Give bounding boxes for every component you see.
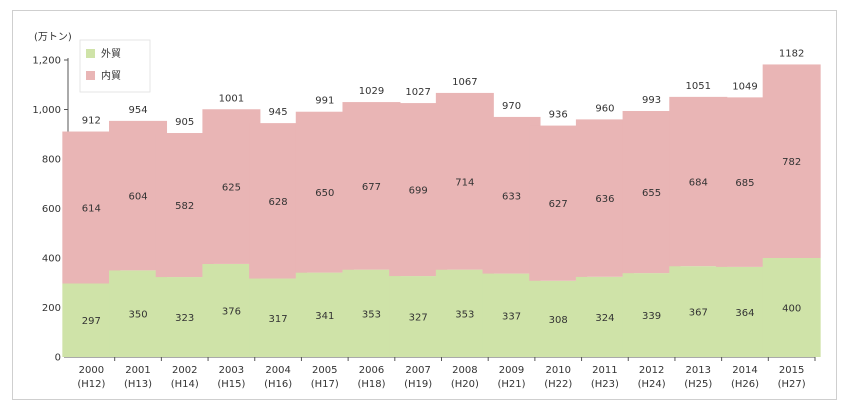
data-label-total: 905: [175, 117, 194, 128]
x-tick-label: 2009: [499, 365, 524, 376]
data-label-naibou: 677: [362, 182, 381, 193]
x-tick-sublabel: (H13): [124, 379, 152, 390]
data-label-total: 993: [642, 95, 661, 106]
y-tick-label: 800: [42, 155, 61, 166]
data-label-gaibou: 297: [82, 316, 101, 327]
data-label-naibou: 604: [128, 192, 147, 203]
data-label-total: 1049: [732, 81, 757, 92]
data-label-total: 912: [82, 116, 101, 127]
y-tick-label: 1,000: [32, 105, 61, 116]
data-label-total: 1051: [686, 81, 711, 92]
data-label-total: 954: [128, 105, 147, 116]
data-label-gaibou: 324: [595, 313, 614, 324]
data-label-total: 1027: [405, 87, 430, 98]
x-tick-sublabel: (H21): [498, 379, 526, 390]
data-label-naibou: 636: [595, 194, 614, 205]
data-label-gaibou: 376: [222, 306, 241, 317]
x-tick-label: 2015: [779, 365, 804, 376]
data-label-total: 970: [502, 101, 521, 112]
x-tick-sublabel: (H24): [638, 379, 666, 390]
x-tick-label: 2012: [639, 365, 664, 376]
y-tick-label: 400: [42, 254, 61, 265]
data-label-naibou: 699: [409, 186, 428, 197]
data-label-total: 936: [549, 110, 568, 121]
x-tick-label: 2003: [219, 365, 244, 376]
data-label-gaibou: 327: [409, 313, 428, 324]
data-label-gaibou: 350: [128, 310, 147, 321]
data-label-gaibou: 317: [269, 314, 288, 325]
x-tick-sublabel: (H15): [217, 379, 245, 390]
x-tick-sublabel: (H23): [591, 379, 619, 390]
data-label-gaibou: 323: [175, 313, 194, 324]
data-label-naibou: 628: [269, 197, 288, 208]
x-tick-label: 2000: [79, 365, 104, 376]
legend-label-gaibou: 外貿: [101, 48, 121, 60]
x-tick-label: 2010: [545, 365, 570, 376]
data-label-total: 1182: [779, 48, 804, 59]
x-tick-label: 2014: [732, 365, 757, 376]
legend-box: [80, 40, 150, 92]
data-label-naibou: 614: [82, 204, 101, 215]
data-label-gaibou: 353: [362, 309, 381, 320]
legend-swatch-gaibou: [86, 49, 95, 58]
y-tick-label: 1,200: [32, 56, 61, 67]
data-label-gaibou: 339: [642, 311, 661, 322]
data-label-gaibou: 353: [455, 309, 474, 320]
data-label-naibou: 685: [735, 178, 754, 189]
data-label-total: 1001: [219, 93, 244, 104]
data-label-gaibou: 341: [315, 311, 334, 322]
data-label-gaibou: 400: [782, 304, 801, 315]
x-tick-label: 2011: [592, 365, 617, 376]
x-tick-sublabel: (H16): [264, 379, 292, 390]
x-tick-label: 2002: [172, 365, 197, 376]
unit-label: (万トン): [34, 32, 72, 43]
x-tick-sublabel: (H22): [544, 379, 572, 390]
x-tick-label: 2006: [359, 365, 384, 376]
data-label-gaibou: 364: [735, 308, 754, 319]
data-label-total: 945: [269, 107, 288, 118]
data-label-total: 1067: [452, 77, 477, 88]
x-tick-sublabel: (H27): [778, 379, 806, 390]
data-label-naibou: 782: [782, 157, 801, 168]
x-tick-sublabel: (H12): [77, 379, 105, 390]
data-label-gaibou: 308: [549, 315, 568, 326]
x-tick-label: 2013: [686, 365, 711, 376]
x-tick-sublabel: (H26): [731, 379, 759, 390]
x-tick-label: 2008: [452, 365, 477, 376]
x-tick-sublabel: (H20): [451, 379, 479, 390]
x-tick-label: 2004: [265, 365, 290, 376]
legend-swatch-naibou: [86, 71, 95, 80]
data-label-total: 991: [315, 96, 334, 107]
x-tick-sublabel: (H19): [404, 379, 432, 390]
x-tick-label: 2007: [405, 365, 430, 376]
data-label-total: 960: [595, 103, 614, 114]
x-tick-label: 2005: [312, 365, 337, 376]
data-label-naibou: 633: [502, 191, 521, 202]
data-label-naibou: 582: [175, 201, 194, 212]
data-label-naibou: 684: [689, 178, 708, 189]
data-label-naibou: 650: [315, 188, 334, 199]
x-tick-sublabel: (H17): [311, 379, 339, 390]
data-label-gaibou: 337: [502, 311, 521, 322]
x-tick-sublabel: (H14): [171, 379, 199, 390]
data-label-naibou: 714: [455, 177, 474, 188]
data-label-total: 1029: [359, 86, 384, 97]
y-tick-label: 200: [42, 303, 61, 314]
data-label-naibou: 655: [642, 188, 661, 199]
x-tick-sublabel: (H18): [357, 379, 385, 390]
data-label-naibou: 627: [549, 199, 568, 210]
data-label-gaibou: 367: [689, 308, 708, 319]
y-tick-label: 600: [42, 204, 61, 215]
x-tick-label: 2001: [125, 365, 150, 376]
data-label-naibou: 625: [222, 183, 241, 194]
y-tick-label: 0: [55, 353, 61, 364]
x-tick-sublabel: (H25): [684, 379, 712, 390]
legend-label-naibou: 内貿: [101, 69, 121, 82]
